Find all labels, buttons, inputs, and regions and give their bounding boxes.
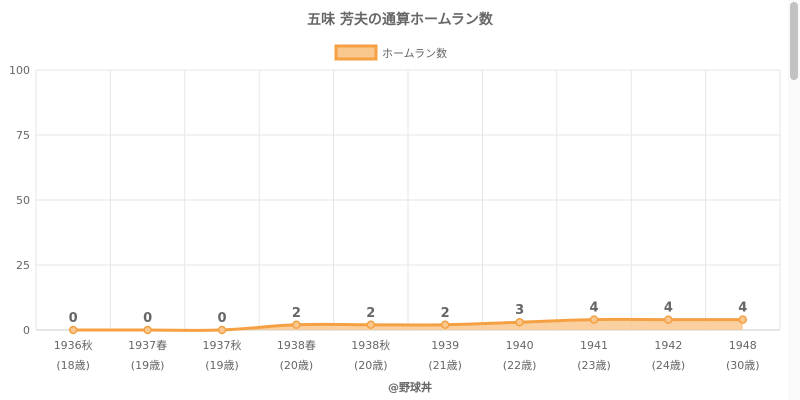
vertical-scrollbar[interactable]	[788, 0, 800, 400]
y-tick-label: 0	[23, 324, 30, 337]
x-tick-label: 1948	[729, 339, 757, 352]
x-tick-label: 1942	[654, 339, 682, 352]
y-tick-label: 50	[16, 194, 30, 207]
x-tick-age-label: (19歳)	[131, 359, 165, 372]
x-tick-label: 1937秋	[203, 338, 242, 352]
x-tick-age-label: (20歳)	[354, 359, 388, 372]
data-point	[292, 320, 301, 330]
data-point	[143, 325, 152, 335]
grid	[35, 69, 781, 331]
x-tick-label: 1936秋	[54, 338, 93, 352]
data-label: 2	[441, 306, 450, 321]
data-label: 0	[217, 311, 226, 326]
data-point	[366, 320, 376, 330]
x-tick-age-label: (20歳)	[280, 359, 314, 372]
legend[interactable]: ホームラン数	[334, 44, 447, 61]
data-point	[515, 317, 524, 327]
data-point	[664, 315, 673, 324]
scrollbar-thumb[interactable]	[790, 2, 798, 80]
x-tick-age-label: (19歳)	[205, 359, 239, 372]
data-labels: 0 0 0 2 2 2 3 4 4 4	[69, 301, 748, 326]
x-tick-label: 1938秋	[351, 338, 390, 352]
data-label: 3	[515, 303, 524, 318]
x-tick-age-label: (21歳)	[428, 359, 462, 372]
data-label: 4	[664, 301, 673, 316]
data-label: 4	[738, 301, 747, 316]
x-axis: 1936秋 (18歳) 1937春 (19歳) 1937秋 (19歳) 1938春 (20歳)…	[54, 338, 760, 372]
series-area	[73, 319, 743, 331]
series-line	[73, 317, 743, 332]
x-tick-label: 1941	[580, 339, 608, 352]
data-point	[217, 325, 227, 335]
x-tick-age-label: (22歳)	[503, 359, 537, 372]
y-tick-label: 100	[9, 64, 30, 77]
x-tick-age-label: (24歳)	[652, 359, 686, 372]
data-point	[68, 325, 78, 335]
x-tick-label: 1940	[506, 339, 534, 352]
data-point	[440, 320, 450, 330]
x-tick-label: 1939	[431, 339, 459, 352]
y-tick-label: 75	[16, 129, 30, 142]
y-tick-label: 25	[16, 259, 30, 272]
data-label: 0	[143, 311, 152, 326]
data-label: 4	[589, 301, 598, 316]
x-tick-label: 1938春	[277, 339, 316, 352]
data-point	[738, 315, 748, 324]
data-label: 0	[69, 311, 78, 326]
data-label: 2	[366, 306, 375, 321]
x-tick-age-label: (23歳)	[577, 359, 611, 372]
x-tick-age-label: (30歳)	[726, 359, 760, 372]
x-tick-label: 1937春	[128, 339, 167, 352]
legend-label: ホームラン数	[382, 47, 447, 60]
legend-swatch	[334, 44, 378, 61]
x-tick-age-label: (18歳)	[56, 359, 90, 372]
data-label: 2	[292, 306, 301, 321]
credit-text: @野球丼	[388, 380, 432, 394]
series-ホームラン数	[68, 315, 748, 335]
data-point	[589, 315, 599, 324]
chart-title: 五味 芳夫の通算ホームラン数	[307, 11, 494, 28]
y-axis: 0 25 50 75 100	[9, 64, 30, 337]
